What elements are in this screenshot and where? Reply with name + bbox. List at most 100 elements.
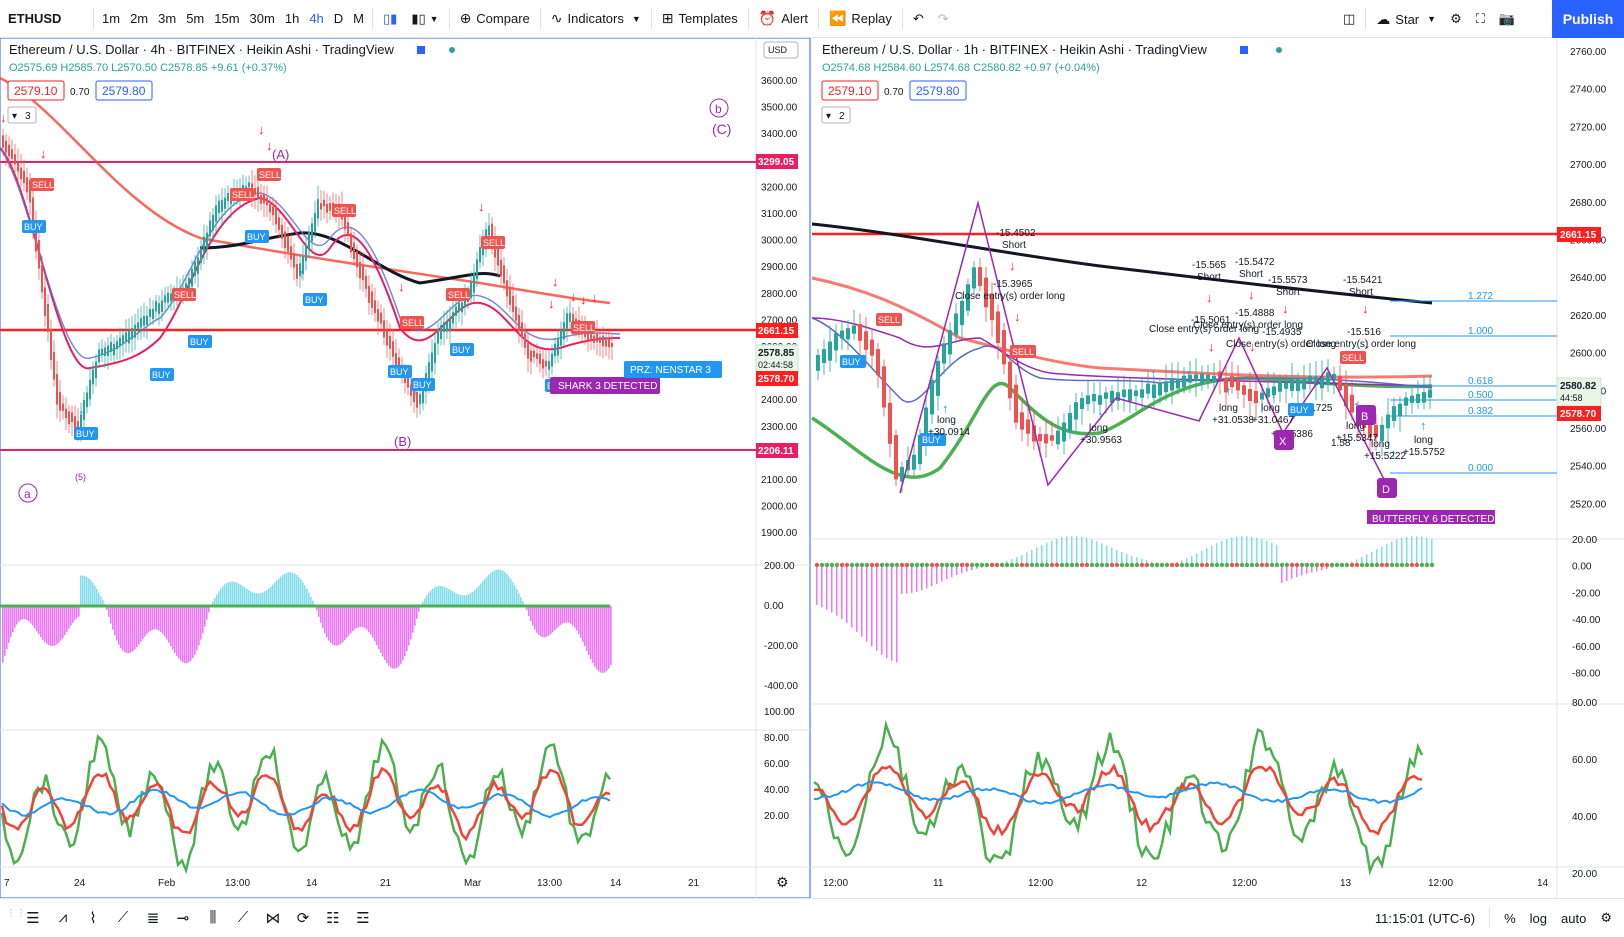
save-layout-button[interactable]: ☁Star▼ [1369, 0, 1443, 38]
chart-type-button[interactable]: ▮▯▼ [404, 0, 445, 38]
osc-bar [380, 606, 382, 653]
osc-tick-label: 0.00 [764, 601, 784, 612]
candle [287, 236, 289, 252]
sell-price-box[interactable]: 2579.10 [8, 81, 64, 100]
left-chart-pane[interactable]: 3600.003500.003400.003300.003200.003100.… [0, 38, 810, 898]
candle [1074, 402, 1078, 419]
candles-icon: ▯▮ [383, 11, 397, 27]
wave-label-5[interactable]: (5) [75, 472, 86, 482]
currency-selector[interactable]: USD [764, 42, 798, 58]
osc-bar [564, 606, 566, 623]
osc-bar [86, 577, 88, 606]
osc-bar [408, 606, 410, 645]
charts-svg[interactable]: 3600.003500.003400.003300.003200.003100.… [0, 38, 1624, 898]
log-toggle[interactable]: log [1530, 911, 1547, 926]
candle [569, 313, 571, 322]
interval-4h[interactable]: 4h [304, 0, 328, 38]
osc-bar [112, 606, 114, 630]
alert-button[interactable]: ⏰Alert [752, 0, 815, 38]
pattern-tool[interactable]: ⌇ [78, 904, 108, 932]
drag-handle-icon[interactable]: ⋮⋮ [6, 908, 18, 928]
trend-tool[interactable]: ⩘ [48, 904, 78, 932]
lines-tool[interactable]: ☲ [348, 904, 378, 932]
buy-price-box[interactable]: 2579.80 [910, 81, 966, 100]
price-tag-bid[interactable]: 2578.70 [1557, 406, 1601, 421]
list-tool[interactable]: ☷ [318, 904, 348, 932]
settings-button[interactable]: ⚙ [1443, 0, 1469, 38]
price-tag-2661[interactable]: 2661.15 [1557, 227, 1601, 242]
indicators-button[interactable]: ∿Indicators▼ [544, 0, 648, 38]
osc-bar [472, 592, 474, 606]
publish-button[interactable]: Publish [1552, 0, 1624, 38]
price-tag-2661[interactable]: 2661.15 [756, 323, 798, 338]
osc-bar [88, 578, 90, 606]
interval-5m[interactable]: 5m [181, 0, 209, 38]
bars-tool[interactable]: ⫼ [198, 904, 228, 932]
interval-30m[interactable]: 30m [245, 0, 280, 38]
osc-dot [1235, 563, 1239, 567]
rsi-tick-label: 100.00 [764, 707, 795, 718]
flag-icon[interactable] [417, 46, 425, 54]
price-tick-label: 2720.00 [1570, 122, 1607, 133]
interval-15m[interactable]: 15m [209, 0, 244, 38]
price-tag-bid[interactable]: 2578.70 [756, 371, 798, 386]
interval-2m[interactable]: 2m [125, 0, 153, 38]
interval-1m[interactable]: 1m [97, 0, 125, 38]
auto-toggle[interactable]: auto [1561, 911, 1586, 926]
flag-icon[interactable] [1240, 46, 1248, 54]
time-tick-label: 13 [1340, 878, 1352, 889]
interval-1h[interactable]: 1h [280, 0, 304, 38]
layout-button[interactable]: ◫ [1336, 0, 1362, 38]
svg-text:2579.80: 2579.80 [916, 84, 960, 98]
legend-toggle[interactable]: ▾3 [8, 107, 36, 123]
buy-price-box[interactable]: 2579.80 [96, 81, 152, 100]
price-tag-2206[interactable]: 2206.11 [756, 443, 798, 458]
right-chart-pane[interactable]: 2760.002740.002720.002700.002680.002660.… [812, 38, 1624, 898]
candle [1416, 394, 1420, 403]
clock-display[interactable]: 11:15:01 (UTC-6) [1375, 911, 1475, 926]
compare-button[interactable]: ⊕Compare [453, 0, 537, 38]
ray-tool[interactable]: ⟋ [228, 904, 258, 932]
interval-M[interactable]: M [348, 0, 369, 38]
bar-style-button[interactable]: ▯▮ [376, 0, 404, 38]
undo-button[interactable]: ↶ [906, 0, 931, 38]
price-tick-label: 2680.00 [1570, 198, 1607, 209]
osc-bar [116, 606, 118, 640]
time-axis-settings-button[interactable]: ⚙ [776, 874, 789, 890]
right-chart-title[interactable]: Ethereum / U.S. Dollar · 1h · BITFINEX ·… [822, 42, 1207, 57]
line-tool[interactable]: ⟋ [108, 904, 138, 932]
percent-toggle[interactable]: % [1504, 911, 1516, 926]
fib-level-label: 1.000 [1468, 326, 1493, 337]
screenshot-button[interactable]: 📷 [1492, 0, 1522, 38]
templates-button[interactable]: ⊞Templates [655, 0, 745, 38]
trade-annotation: +30.0914 [928, 427, 970, 438]
crosshair-tool[interactable]: ☰ [18, 904, 48, 932]
symbol-search[interactable]: ETHUSD [0, 0, 90, 38]
svg-text:2661.15: 2661.15 [758, 326, 795, 337]
sell-price-box[interactable]: 2579.10 [822, 81, 878, 100]
redo-button[interactable]: ↷ [931, 0, 956, 38]
wave-label-A[interactable]: (A) [272, 147, 289, 162]
fullscreen-button[interactable]: ⛶ [1469, 0, 1492, 38]
left-chart-title[interactable]: Ethereum / U.S. Dollar · 4h · BITFINEX ·… [9, 42, 394, 57]
interval-3m[interactable]: 3m [153, 0, 181, 38]
up-arrow-icon: ↑ [560, 326, 567, 341]
candle [858, 324, 862, 341]
osc-bar [376, 606, 378, 645]
wave-label-B[interactable]: (B) [394, 434, 411, 449]
price-tag-3299[interactable]: 3299.05 [756, 154, 798, 169]
legend-toggle[interactable]: ▾2 [822, 107, 850, 123]
cycle-tool[interactable]: ⟳ [288, 904, 318, 932]
svg-text:2578.70: 2578.70 [1560, 409, 1597, 420]
hline-tool[interactable]: ⊸ [168, 904, 198, 932]
interval-D[interactable]: D [329, 0, 348, 38]
wave-label-C[interactable]: (C) [712, 121, 731, 137]
osc-dot [1155, 563, 1159, 567]
xabcd-tool[interactable]: ⋈ [258, 904, 288, 932]
gear-icon[interactable]: ⚙ [1600, 910, 1612, 926]
replay-button[interactable]: ⏪Replay [822, 0, 899, 38]
fib-tool[interactable]: ≣ [138, 904, 168, 932]
trade-annotation: +15.5222 [1364, 451, 1406, 462]
